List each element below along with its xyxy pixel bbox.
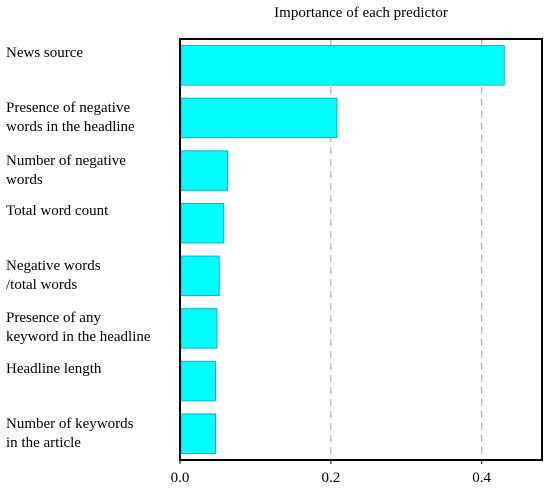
bar (180, 150, 229, 191)
bar (180, 97, 338, 139)
x-tick-label: 0.2 (321, 470, 340, 486)
chart-title: Importance of each predictor (274, 5, 448, 21)
category-label: Number of negative words (6, 152, 126, 188)
category-label: Presence of negative words in the headli… (6, 99, 135, 135)
bar (180, 255, 220, 297)
category-label: Number of keywords in the article (6, 415, 134, 451)
bar (180, 360, 216, 402)
plot-frame (179, 38, 543, 461)
category-label: Total word count (6, 202, 109, 219)
bar (180, 45, 505, 86)
bar (180, 202, 225, 244)
category-label: Headline length (6, 360, 102, 377)
category-label: News source (6, 44, 84, 61)
x-tick-label: 0.4 (472, 470, 491, 486)
bar (180, 308, 218, 349)
category-label: Negative words /total words (6, 257, 101, 293)
category-label: Presence of any keyword in the headline (6, 310, 151, 346)
x-tick-label: 0.0 (171, 470, 190, 486)
bar (180, 413, 216, 454)
